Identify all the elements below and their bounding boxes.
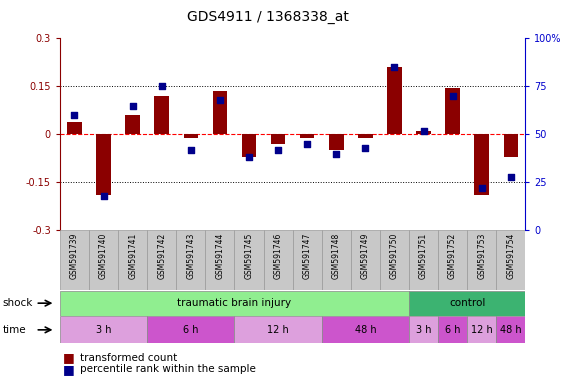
- FancyBboxPatch shape: [147, 316, 235, 343]
- Bar: [387, 67, 402, 134]
- Text: GSM591745: GSM591745: [244, 233, 254, 279]
- Text: traumatic brain injury: traumatic brain injury: [178, 298, 292, 308]
- Text: 12 h: 12 h: [471, 325, 493, 335]
- Point: [448, 93, 457, 99]
- Text: GSM591750: GSM591750: [390, 233, 399, 279]
- Text: ■: ■: [63, 351, 75, 364]
- Text: 48 h: 48 h: [500, 325, 521, 335]
- Text: transformed count: transformed count: [80, 353, 177, 363]
- Point: [332, 151, 341, 157]
- Text: GSM591740: GSM591740: [99, 233, 108, 279]
- Text: 6 h: 6 h: [183, 325, 199, 335]
- Text: GSM591752: GSM591752: [448, 233, 457, 279]
- FancyBboxPatch shape: [467, 230, 496, 290]
- FancyBboxPatch shape: [118, 230, 147, 290]
- FancyBboxPatch shape: [321, 230, 351, 290]
- Text: GSM591744: GSM591744: [215, 233, 224, 279]
- Bar: [155, 96, 169, 134]
- Text: GSM591748: GSM591748: [332, 233, 341, 279]
- FancyBboxPatch shape: [351, 230, 380, 290]
- Text: shock: shock: [3, 298, 33, 308]
- Bar: [475, 134, 489, 195]
- Bar: [212, 91, 227, 134]
- Text: GSM591754: GSM591754: [506, 233, 515, 279]
- FancyBboxPatch shape: [176, 230, 206, 290]
- Text: 12 h: 12 h: [267, 325, 289, 335]
- Point: [506, 174, 516, 180]
- FancyBboxPatch shape: [235, 230, 264, 290]
- FancyBboxPatch shape: [496, 316, 525, 343]
- Point: [419, 127, 428, 134]
- FancyBboxPatch shape: [321, 316, 409, 343]
- FancyBboxPatch shape: [147, 230, 176, 290]
- Point: [157, 83, 166, 89]
- Bar: [300, 134, 315, 137]
- FancyBboxPatch shape: [264, 230, 292, 290]
- FancyBboxPatch shape: [409, 316, 438, 343]
- FancyBboxPatch shape: [89, 230, 118, 290]
- Bar: [126, 115, 140, 134]
- Text: GSM591753: GSM591753: [477, 233, 486, 279]
- Text: time: time: [3, 325, 26, 335]
- Text: percentile rank within the sample: percentile rank within the sample: [80, 364, 256, 374]
- FancyBboxPatch shape: [438, 316, 467, 343]
- Point: [303, 141, 312, 147]
- Text: 3 h: 3 h: [416, 325, 431, 335]
- FancyBboxPatch shape: [292, 230, 321, 290]
- Point: [274, 147, 283, 153]
- Point: [128, 103, 137, 109]
- Text: 3 h: 3 h: [96, 325, 111, 335]
- Point: [70, 112, 79, 118]
- FancyBboxPatch shape: [206, 230, 235, 290]
- Bar: [96, 134, 111, 195]
- Bar: [329, 134, 344, 151]
- FancyBboxPatch shape: [60, 316, 147, 343]
- Point: [361, 145, 370, 151]
- Text: GSM591741: GSM591741: [128, 233, 137, 279]
- Text: 6 h: 6 h: [445, 325, 460, 335]
- Point: [186, 147, 195, 153]
- Text: GSM591746: GSM591746: [274, 233, 283, 279]
- Bar: [358, 134, 373, 137]
- Text: GSM591747: GSM591747: [303, 233, 312, 279]
- FancyBboxPatch shape: [60, 291, 409, 316]
- Bar: [416, 131, 431, 134]
- Text: GSM591751: GSM591751: [419, 233, 428, 279]
- Bar: [445, 88, 460, 134]
- Text: GSM591749: GSM591749: [361, 233, 370, 279]
- Text: GSM591739: GSM591739: [70, 233, 79, 279]
- Bar: [67, 122, 82, 134]
- FancyBboxPatch shape: [380, 230, 409, 290]
- Point: [390, 64, 399, 70]
- Bar: [242, 134, 256, 157]
- Text: ■: ■: [63, 363, 75, 376]
- Text: 48 h: 48 h: [355, 325, 376, 335]
- Text: GSM591743: GSM591743: [186, 233, 195, 279]
- FancyBboxPatch shape: [409, 230, 438, 290]
- Text: GSM591742: GSM591742: [157, 233, 166, 279]
- Point: [215, 97, 224, 103]
- Point: [244, 154, 254, 161]
- Text: control: control: [449, 298, 485, 308]
- FancyBboxPatch shape: [438, 230, 467, 290]
- Point: [99, 193, 108, 199]
- FancyBboxPatch shape: [60, 230, 89, 290]
- Point: [477, 185, 486, 191]
- FancyBboxPatch shape: [467, 316, 496, 343]
- Bar: [271, 134, 286, 144]
- Bar: [183, 134, 198, 137]
- Text: GDS4911 / 1368338_at: GDS4911 / 1368338_at: [187, 10, 349, 23]
- FancyBboxPatch shape: [409, 291, 525, 316]
- Bar: [504, 134, 518, 157]
- FancyBboxPatch shape: [235, 316, 321, 343]
- FancyBboxPatch shape: [496, 230, 525, 290]
